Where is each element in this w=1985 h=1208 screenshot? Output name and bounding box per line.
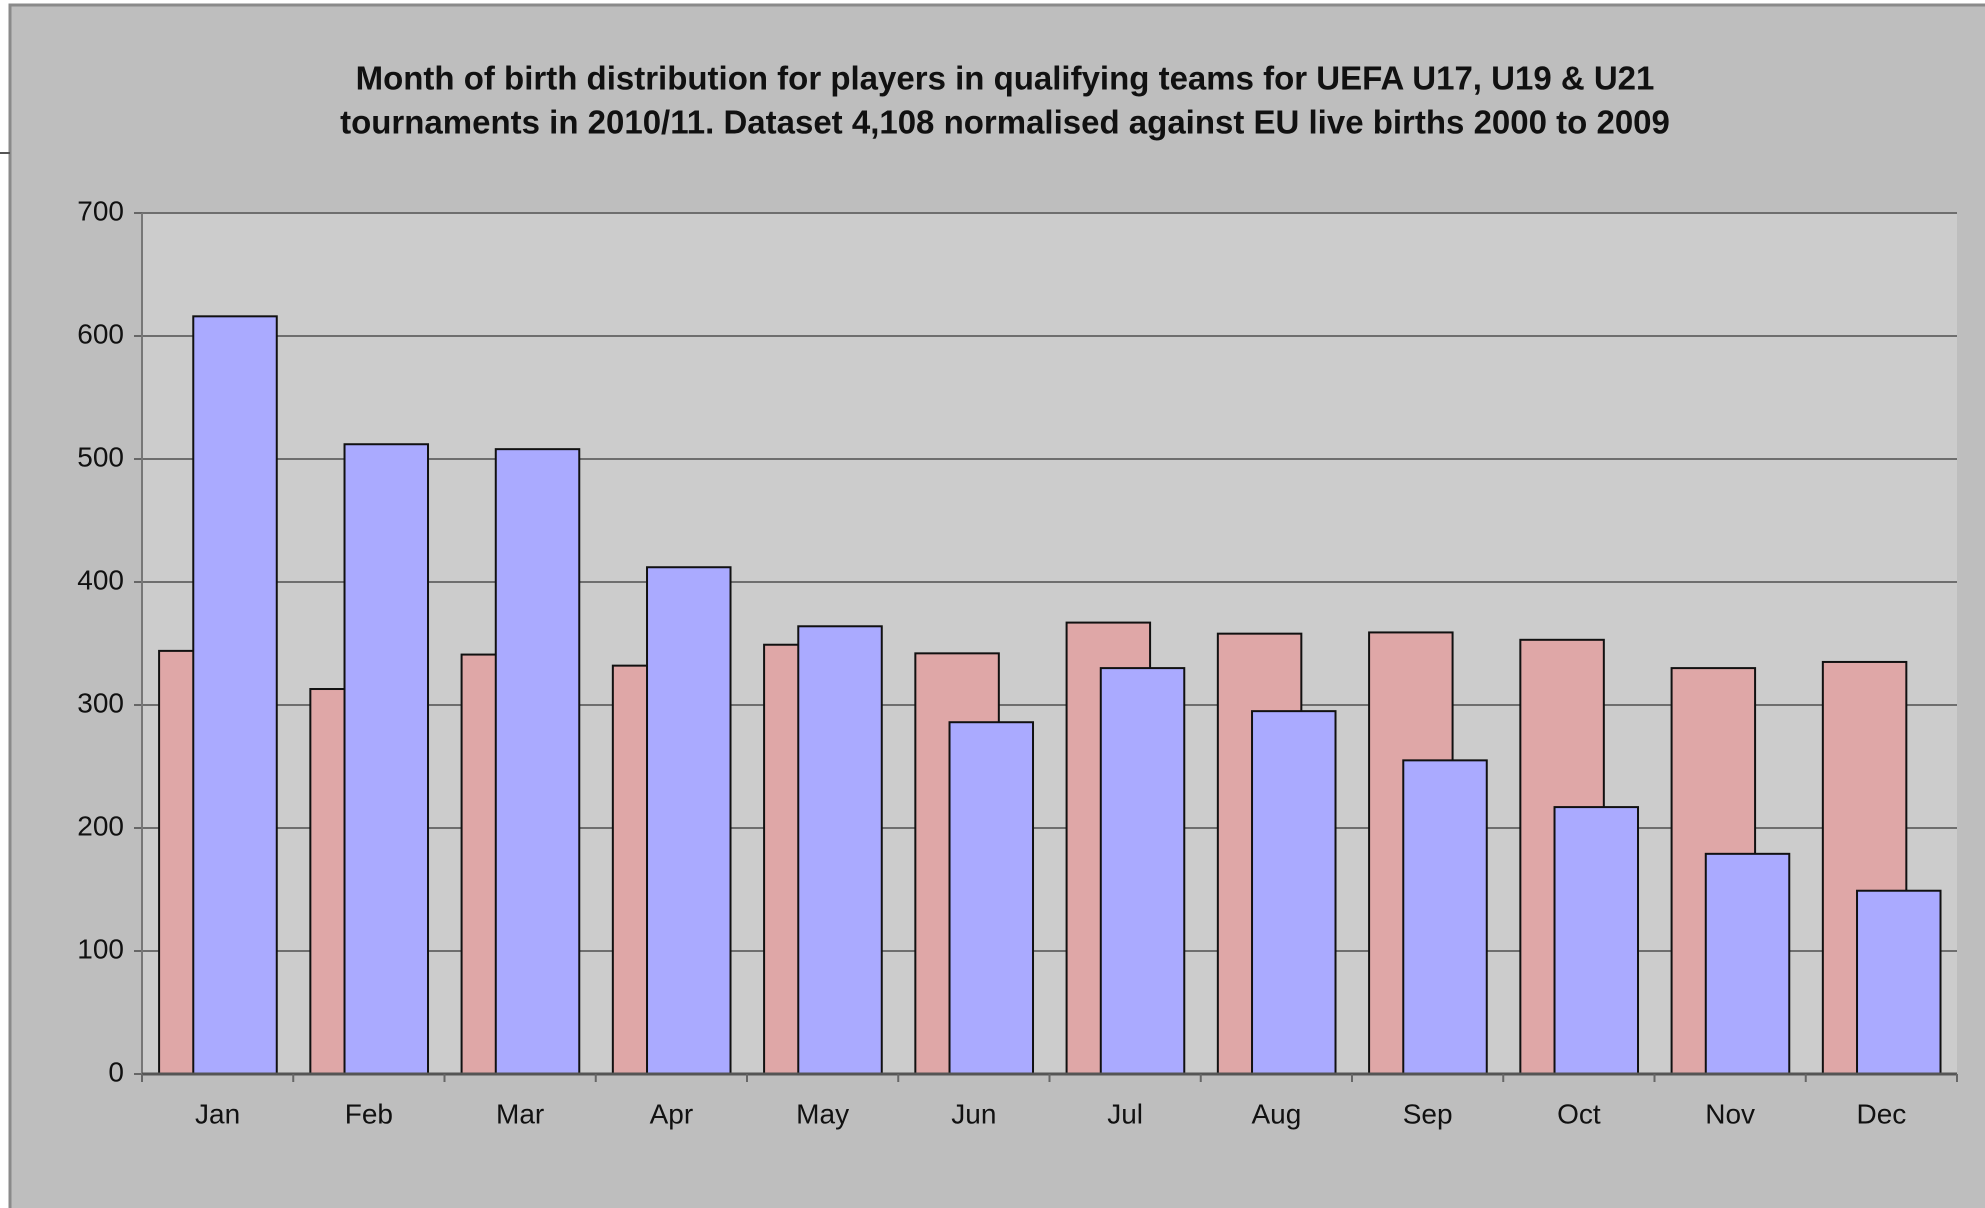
x-tick-label: Jun	[951, 1098, 996, 1129]
y-tick-label: 500	[77, 441, 124, 472]
bar	[797, 625, 883, 1076]
bar	[1099, 667, 1186, 1075]
axes: 0 100 200 300 400 500 600 700 Jan Feb Mar Apr May Jun…	[77, 195, 1958, 1129]
y-tick-label: 400	[77, 564, 124, 595]
chart-title: Month of birth distribution for players …	[356, 60, 1655, 97]
y-tick-label: 200	[77, 810, 124, 841]
x-tick-label: May	[796, 1098, 849, 1129]
bar	[646, 566, 732, 1075]
y-tick-label: 100	[77, 933, 124, 964]
x-tick-label: Dec	[1856, 1098, 1906, 1129]
x-tick-label: Apr	[650, 1098, 694, 1129]
x-tick-label: Mar	[496, 1098, 544, 1129]
y-tick-label: 300	[77, 687, 124, 718]
bar	[1553, 806, 1640, 1076]
x-tick-label: Aug	[1251, 1098, 1301, 1129]
bar	[343, 443, 430, 1075]
y-tick-label: 600	[77, 318, 124, 349]
y-tick-label: 700	[77, 195, 124, 226]
bar	[494, 448, 581, 1076]
bar	[1402, 759, 1488, 1075]
plot-area	[142, 213, 1957, 1074]
bar	[1856, 889, 1942, 1075]
x-tick-label: Jul	[1107, 1098, 1143, 1129]
bar	[1251, 710, 1337, 1076]
y-tick-label: 0	[108, 1056, 124, 1087]
bars	[158, 315, 1942, 1076]
bar	[1704, 852, 1791, 1076]
bar	[948, 721, 1035, 1075]
bar	[192, 315, 278, 1075]
x-tick-label: Nov	[1705, 1098, 1755, 1129]
x-tick-label: Jan	[195, 1098, 240, 1129]
chart-title: tournaments in 2010/11. Dataset 4,108 no…	[340, 104, 1670, 141]
x-tick-label: Feb	[345, 1098, 393, 1129]
x-tick-label: Sep	[1403, 1098, 1453, 1129]
x-tick-label: Oct	[1557, 1098, 1601, 1129]
